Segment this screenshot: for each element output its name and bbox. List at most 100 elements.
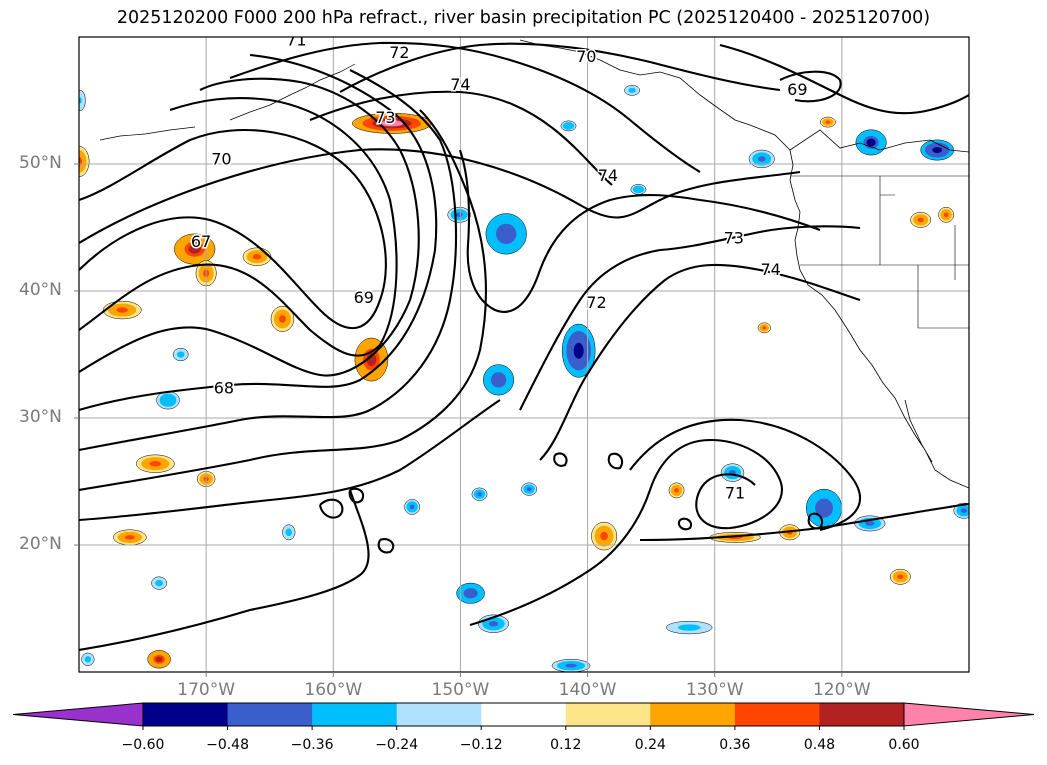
colorbar-segment [819,703,905,726]
negative-precip-area [551,659,591,672]
contour-line [309,90,613,186]
colorbar-segment [227,703,313,726]
colorbar-tick-label: −0.36 [290,737,334,753]
colorbar-tick-label: 0.60 [888,737,920,753]
coastlines [99,39,969,489]
colorbar-segment [143,703,229,726]
precip-contour-fill [600,531,608,541]
precip-contour-fill [366,353,377,367]
negative-precip-area [404,499,420,515]
aleutian-coastline [99,63,356,141]
contour-label: 73 [724,228,744,247]
positive-precip-area [147,650,171,669]
contour-label: 72 [389,43,409,62]
positive-precip-area [270,305,295,332]
precip-contour-fill [636,187,641,191]
contour-line [79,69,458,452]
contour-line [79,399,501,522]
precip-contour-fill [917,217,924,223]
contour-line [629,418,861,532]
lon-tick-label: 120°W [812,680,871,700]
contour-label: 73 [375,108,395,127]
colorbar-segment [565,703,651,726]
precip-contour-fill [960,508,967,513]
lon-tick-label: 160°W [304,680,363,700]
contour-label: 74 [760,260,780,279]
precip-contour-fill [178,352,184,357]
contour-line [779,70,842,103]
lat-tick-label: 30°N [19,407,62,427]
contour-line [79,77,420,377]
colorbar-tick-label: 0.48 [803,737,836,753]
north-america-coastline [519,39,969,489]
precip-contour-fill [155,656,163,662]
precip-contour-fill [124,535,135,540]
precip-contour-fill [818,502,830,514]
precip-contour-fill [156,581,162,586]
precip-contour-fill [379,120,404,127]
colorbar-segment [481,703,567,726]
positive-precip-area [242,247,272,266]
lon-tick-label: 150°W [431,680,490,700]
colorbar-tick-label: −0.48 [206,737,249,753]
positive-precip-area [889,568,911,585]
chart-title: 2025120200 F000 200 hPa refract., river … [116,8,931,28]
precip-contour-fill [409,504,415,510]
contour-line [79,489,370,652]
precip-contour-fill [149,461,162,467]
contour-label: 74 [450,75,470,94]
negative-precip-area [953,502,969,519]
negative-precip-area [456,582,485,604]
colorbar-tick-label: −0.60 [121,737,165,753]
precip-contour-fill [493,375,504,385]
precip-contour-fill [762,326,767,330]
negative-precip-area [560,120,577,132]
colorbar-segment [734,703,820,726]
colorbar-segment [396,703,482,726]
colorbar-tick-label: 0.36 [719,737,751,753]
refractivity-contours [79,41,969,652]
negative-precip-area [624,85,640,96]
negative-precip-area [748,149,775,169]
precip-contour-fill [116,307,128,313]
precip-contour-fill [757,156,766,162]
contour-label: 74 [598,166,618,185]
precip-contour-fill [865,521,875,526]
colorbar-extend-min [12,702,144,727]
contour-labels: 71 72 70 74 69 73 70 74 67 73 74 69 72 68 71 [189,37,809,504]
precip-contour-fill [278,315,286,323]
colorbar-tick-label: 0.24 [634,737,666,753]
contour-line [469,438,783,627]
precip-contour-fill [85,657,90,662]
contour-line [79,96,398,357]
precip-contour-fill [488,621,499,627]
precip-contour-fill [897,574,904,580]
positive-precip-area [591,521,618,551]
positive-precip-area [910,212,932,228]
contour-line [539,263,861,461]
contour-line [318,452,824,554]
positive-precip-area [79,145,90,177]
colorbar-frame [142,702,905,727]
lon-tick-label: 130°W [685,680,744,700]
positive-precip-area [668,482,685,499]
contour-line [229,41,701,173]
lat-tick-label: 50°N [19,153,62,173]
negative-precip-area [666,620,713,635]
contour-line [79,109,488,492]
positive-precip-area [757,322,771,334]
negative-precip-area [471,487,488,501]
negative-precip-area [477,614,509,633]
precip-contour-fill [466,590,475,597]
negative-precip-area [630,184,647,195]
contour-label: 68 [214,378,234,397]
contour-line [339,42,781,93]
colorbar-tick-label: 0.12 [550,737,582,753]
precip-contour-fill [825,120,831,124]
contour-line [79,148,801,244]
precip-contour-fill [674,488,679,493]
negative-precip-area [485,213,527,255]
precip-contour-fill [566,124,571,128]
contour-label: 67 [191,232,211,251]
